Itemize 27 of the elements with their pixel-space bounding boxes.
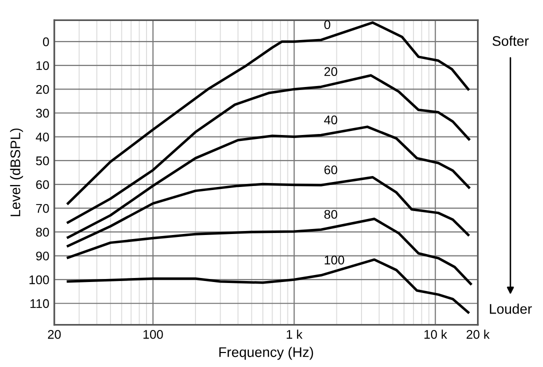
y-tick-label: 20 [36, 85, 49, 94]
y-tick-label: 80 [36, 228, 49, 237]
x-tick-label: 20 k [466, 330, 490, 339]
x-tick-label: 1 k [286, 330, 303, 339]
series-label: 20 [324, 67, 338, 76]
series-label: 60 [324, 165, 338, 174]
y-tick-label: 10 [36, 61, 49, 70]
y-tick-label: 60 [36, 180, 49, 190]
y-tick-label: 0 [42, 37, 49, 46]
series-label: 100 [324, 256, 344, 264]
y-tick-label: 70 [36, 204, 49, 213]
series-label: 80 [324, 210, 338, 219]
x-tick-label: 100 [144, 330, 163, 339]
series-label: 40 [324, 115, 338, 124]
y-tick-label: 100 [30, 275, 49, 284]
text: Softer [492, 36, 529, 46]
x-axis-title: Frequency (Hz) [219, 346, 314, 360]
y-axis-title: Level (dBSPL) [10, 128, 24, 216]
text: Louder [490, 304, 532, 314]
y-tick-label: 50 [36, 156, 49, 166]
y-tick-label: 30 [36, 108, 49, 118]
x-tick-label: 10 k [424, 330, 448, 339]
x-tick-label: 20 [48, 330, 61, 339]
y-tick-label: 40 [36, 132, 49, 142]
y-tick-label: 90 [36, 252, 49, 260]
y-tick-label: 110 [30, 299, 49, 308]
series-label: 0 [324, 20, 330, 30]
